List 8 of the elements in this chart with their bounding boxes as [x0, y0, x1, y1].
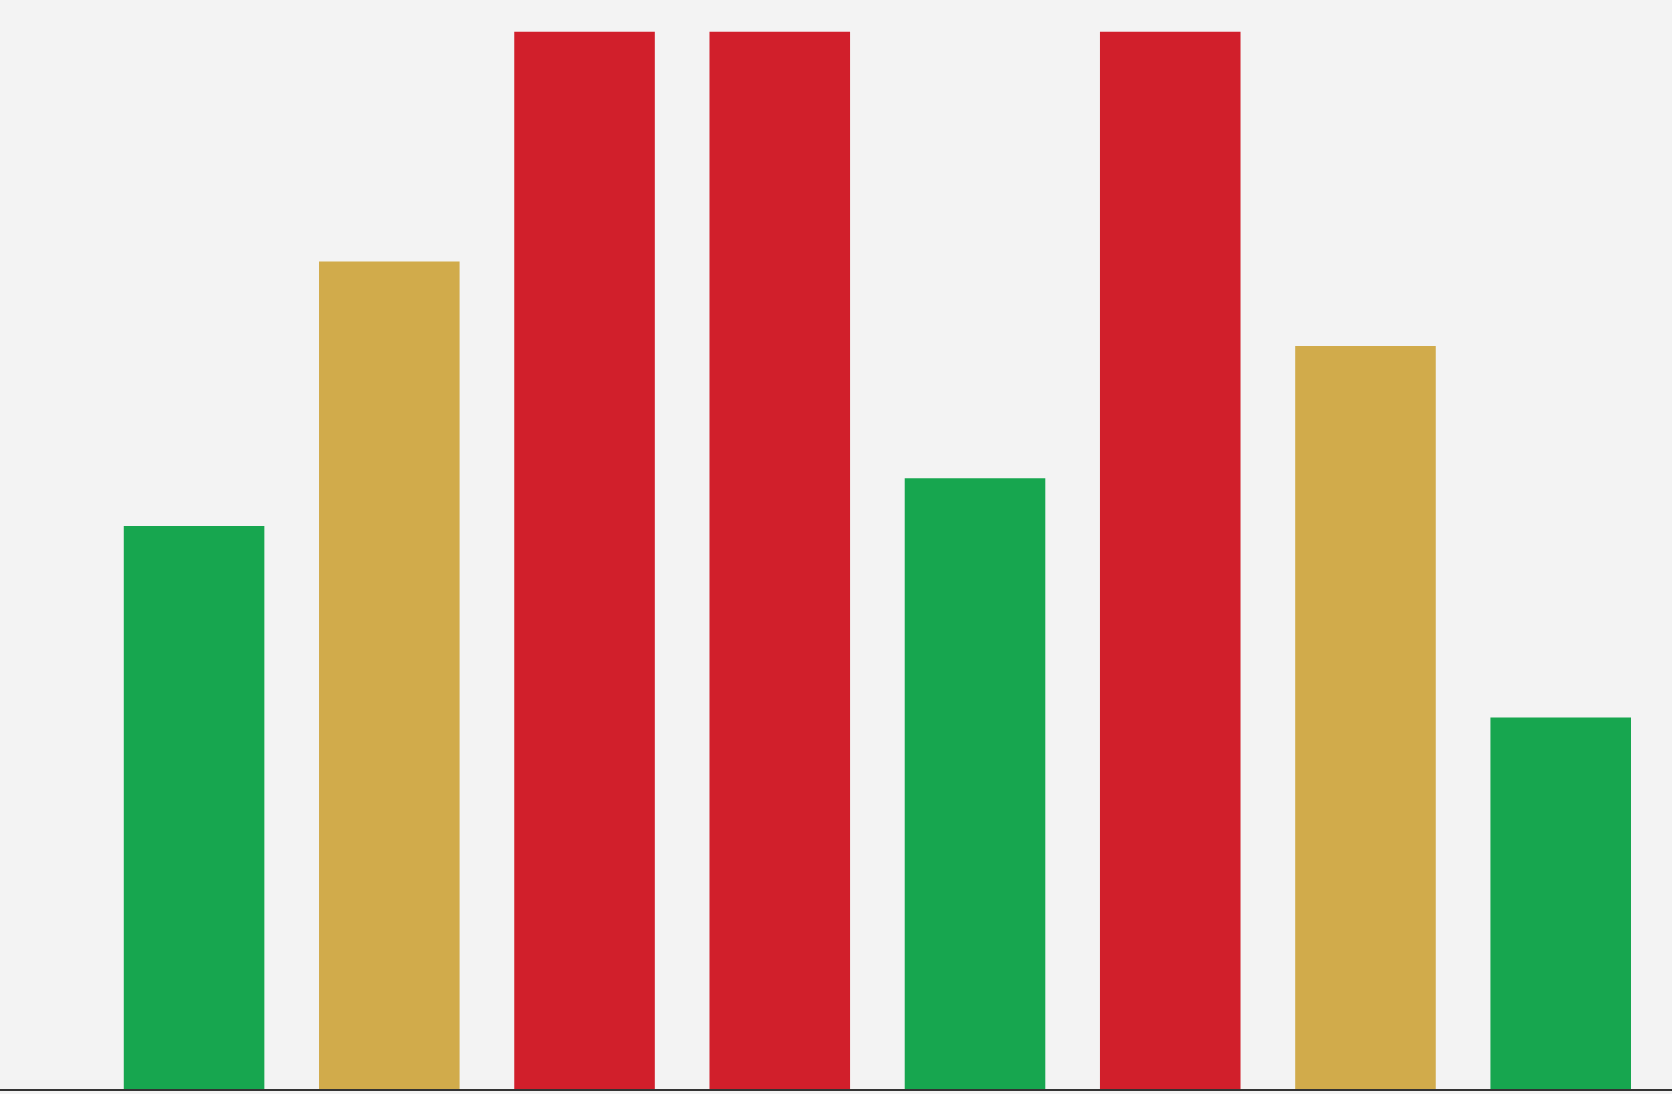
bar	[1490, 717, 1631, 1090]
bar	[514, 31, 655, 1090]
bar	[1099, 31, 1241, 1090]
bar	[123, 525, 265, 1090]
bar	[1295, 346, 1436, 1090]
bar	[904, 478, 1046, 1090]
bar	[709, 31, 851, 1090]
bar	[319, 261, 460, 1090]
